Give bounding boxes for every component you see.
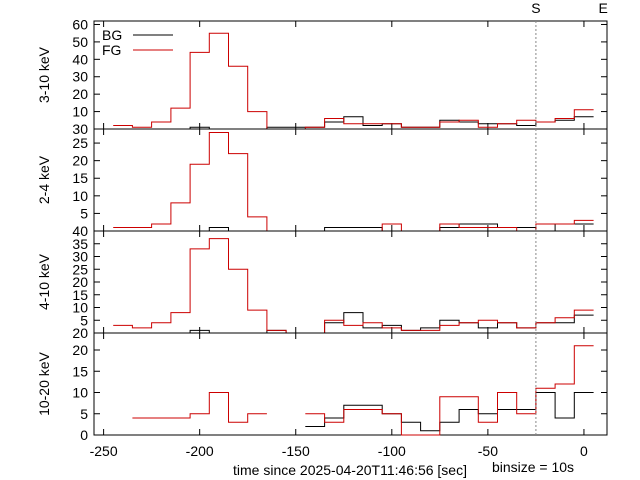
marker-label: S [531,0,540,16]
y-tick-label: 5 [80,205,88,221]
binsize-label: binsize = 10s [492,459,574,475]
y-tick-label: 40 [72,51,88,67]
bg-series [113,223,594,232]
y-tick-label: 30 [72,69,88,85]
y-tick-label: 60 [72,16,88,32]
x-tick-label: -150 [282,443,310,459]
panel-frame [93,332,608,436]
y-tick-label: 20 [72,153,88,169]
fg-series [113,132,594,232]
y-axis-label: 4-10 keV [36,253,52,310]
y-tick-label: 20 [72,86,88,102]
fg-series [113,238,594,334]
x-tick-label: -50 [478,443,498,459]
y-tick-label: 20 [72,342,88,358]
y-tick-label: 30 [72,121,88,137]
y-tick-label: 5 [80,312,88,328]
y-tick-label: 10 [72,300,88,316]
y-tick-label: 40 [72,223,88,239]
y-tick-label: 15 [72,170,88,186]
y-tick-label: 10 [72,188,88,204]
x-axis: -250 -200 -150 -100 -50 0 [90,443,588,459]
legend-label: FG [102,42,121,58]
y-tick-label: 15 [72,363,88,379]
y-tick-label: 10 [72,104,88,120]
y-tick-label: 50 [72,34,88,50]
y-tick-label: 5 [80,406,88,422]
bg-series [113,116,594,130]
y-axis-label: 3-10 keV [36,46,52,103]
y-axis-label: 2-4 keV [36,155,52,204]
y-tick-label: 0 [80,427,88,443]
legend-label: BG [102,27,122,43]
y-tick-label: 25 [72,135,88,151]
bg-series [113,312,594,334]
x-tick-label: -200 [186,443,214,459]
y-axis-label: 10-20 keV [36,351,52,415]
fg-series [132,345,594,436]
bg-series [132,392,594,436]
y-tick-label: 15 [72,287,88,303]
y-tick-label: 20 [72,274,88,290]
y-tick-label: 30 [72,249,88,265]
panel-4: 0 5 10 15 20 10-20 keV [36,332,608,443]
marker-label: E [598,0,607,16]
y-tick-label: 35 [72,236,88,252]
x-tick-label: 0 [580,443,588,459]
x-tick-label: -100 [378,443,406,459]
x-axis-label: time since 2025-04-20T11:46:56 [sec] [233,462,467,478]
y-tick-label: 25 [72,261,88,277]
fg-series [113,32,594,130]
y-tick-label: 20 [72,325,88,341]
x-tick-label: -250 [90,443,118,459]
y-tick-label: 10 [72,385,88,401]
